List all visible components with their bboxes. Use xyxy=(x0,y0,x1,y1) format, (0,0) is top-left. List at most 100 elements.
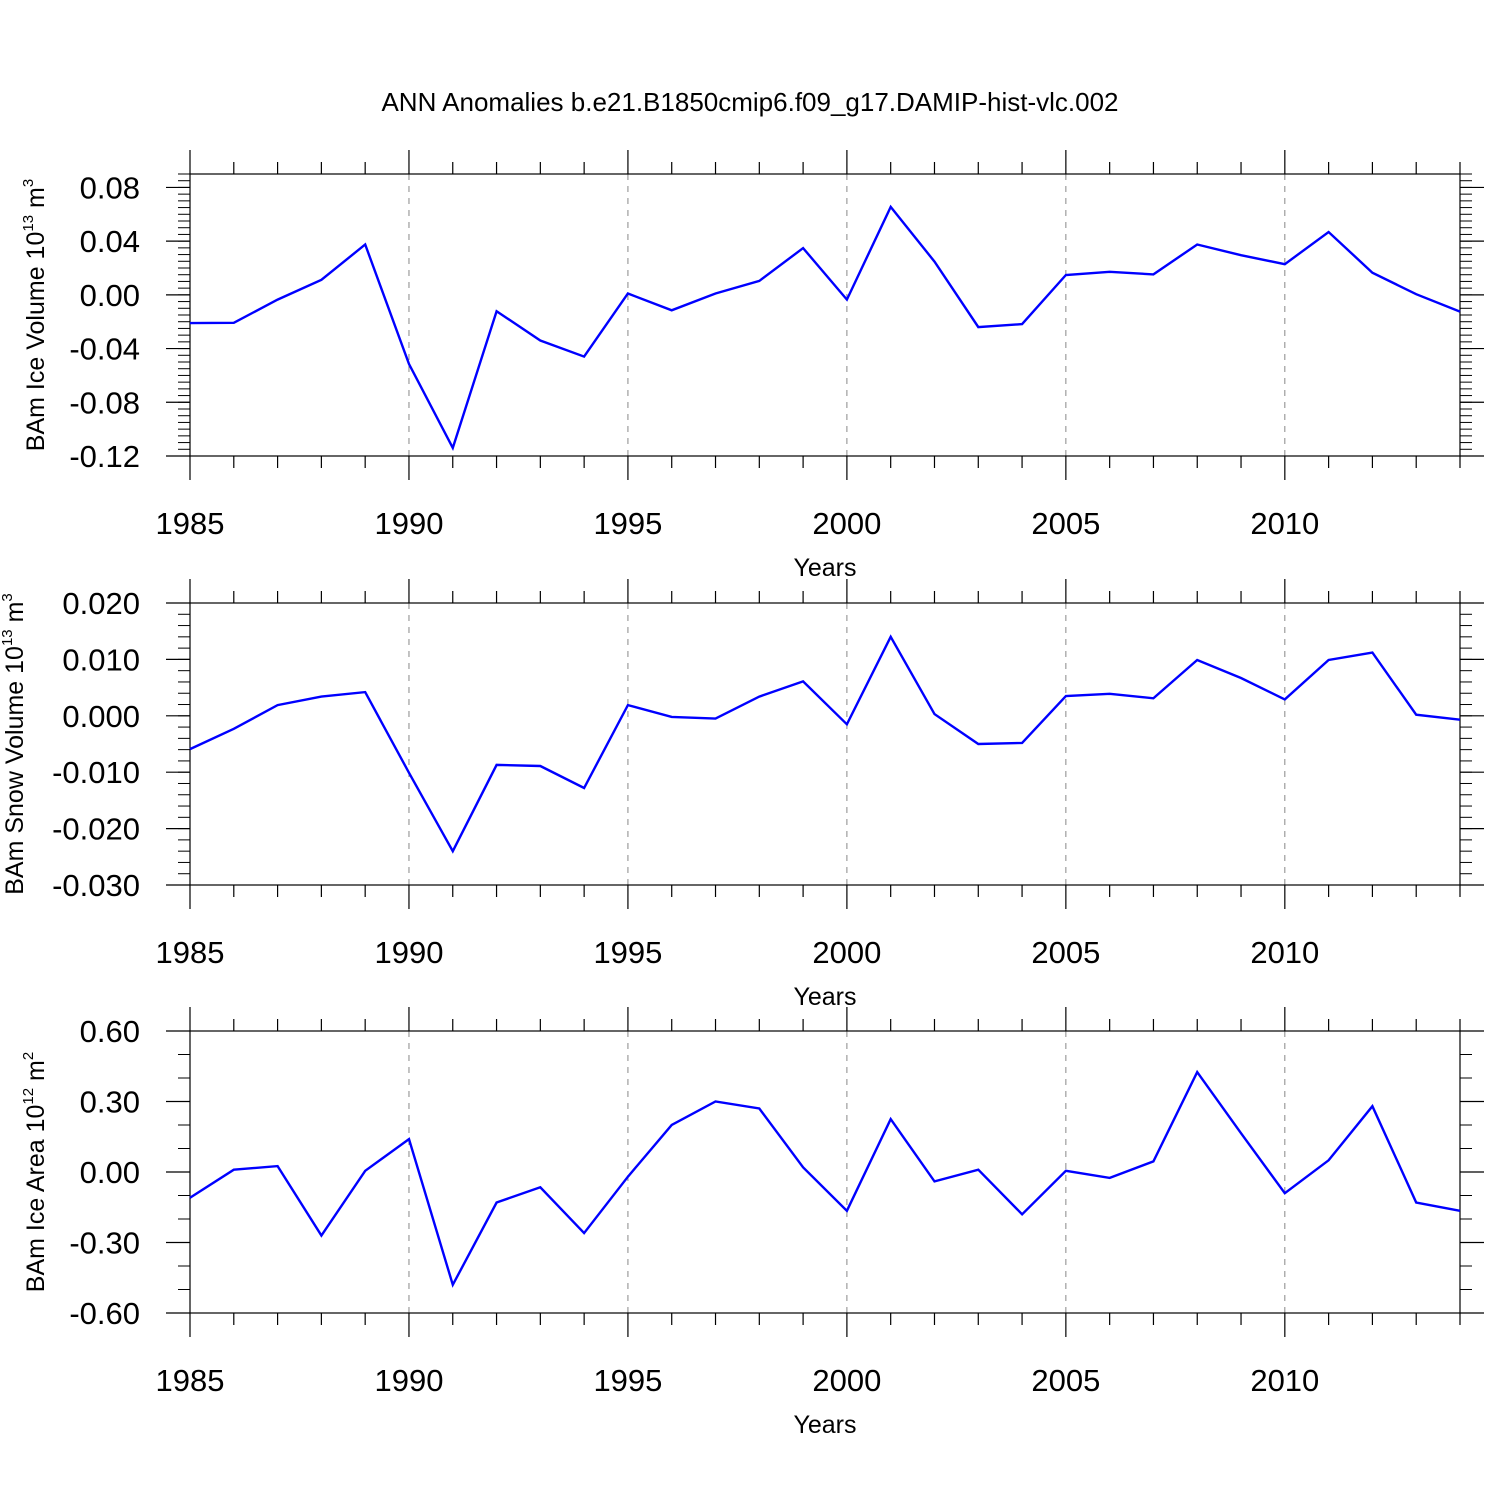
data-point xyxy=(1370,651,1374,655)
x-tick-label: 1995 xyxy=(593,1363,662,1398)
data-point xyxy=(801,1165,805,1169)
y-tick-label: -0.030 xyxy=(52,868,140,903)
data-point xyxy=(538,339,542,343)
data-point xyxy=(1020,741,1024,745)
data-point xyxy=(188,321,192,325)
x-tick-label: 2010 xyxy=(1250,935,1319,970)
data-point xyxy=(1195,243,1199,247)
data-point xyxy=(889,635,893,639)
data-point xyxy=(670,1123,674,1127)
data-point xyxy=(932,260,936,264)
x-tick-label: 1990 xyxy=(374,1363,443,1398)
data-point xyxy=(714,292,718,296)
data-point xyxy=(1064,1169,1068,1173)
data-point xyxy=(1020,322,1024,326)
data-point xyxy=(451,849,455,853)
data-point xyxy=(582,786,586,790)
data-point xyxy=(582,355,586,359)
data-point xyxy=(1414,292,1418,296)
data-point xyxy=(1327,1158,1331,1162)
y-tick-label: -0.04 xyxy=(69,332,140,367)
y-tick-label: 0.020 xyxy=(62,586,140,621)
figure-title: ANN Anomalies b.e21.B1850cmip6.f09_g17.D… xyxy=(381,87,1118,117)
plot-frame xyxy=(189,602,1461,886)
x-axis-title: Years xyxy=(793,554,856,582)
data-point xyxy=(188,1196,192,1200)
x-tick-label: 2010 xyxy=(1250,506,1319,541)
x-tick-label: 2000 xyxy=(812,506,881,541)
data-point xyxy=(1327,658,1331,662)
data-point xyxy=(1151,1159,1155,1163)
series-line xyxy=(189,1069,1461,1288)
data-point xyxy=(889,205,893,209)
y-tick-label: -0.60 xyxy=(69,1296,140,1331)
data-point xyxy=(1370,271,1374,275)
data-point xyxy=(801,246,805,250)
data-point xyxy=(1370,1104,1374,1108)
data-point xyxy=(495,763,499,767)
series-line xyxy=(189,634,1461,854)
data-point xyxy=(976,742,980,746)
data-point xyxy=(495,309,499,313)
x-tick-label: 2005 xyxy=(1031,1363,1100,1398)
y-tick-label: 0.60 xyxy=(80,1014,140,1049)
data-point xyxy=(626,1175,630,1179)
x-axis-title: Years xyxy=(793,983,856,1011)
data-point xyxy=(626,292,630,296)
y-tick-label: -0.30 xyxy=(69,1226,140,1261)
x-tick-label: 1990 xyxy=(374,935,443,970)
data-point xyxy=(1064,273,1068,277)
data-point xyxy=(363,690,367,694)
data-point xyxy=(1458,718,1462,722)
data-point xyxy=(538,764,542,768)
x-tick-label: 2010 xyxy=(1250,1363,1319,1398)
data-point xyxy=(757,695,761,699)
x-tick-label: 2005 xyxy=(1031,506,1100,541)
y-tick-label: 0.00 xyxy=(80,278,140,313)
x-tick-label: 1985 xyxy=(156,935,225,970)
x-tick-label: 2005 xyxy=(1031,935,1100,970)
data-point xyxy=(1458,1209,1462,1213)
data-point xyxy=(801,679,805,683)
plot-frame xyxy=(189,173,1461,457)
y-tick-label: 0.30 xyxy=(80,1085,140,1120)
data-point xyxy=(757,1107,761,1111)
data-point xyxy=(1108,1176,1112,1180)
y-axis-title: BAm Snow Volume 1013 m3 xyxy=(0,593,29,895)
x-tick-label: 1990 xyxy=(374,506,443,541)
data-point xyxy=(538,1185,542,1189)
data-point xyxy=(1195,658,1199,662)
data-point xyxy=(1239,1131,1243,1135)
y-axis-title: BAm Ice Area 1012 m2 xyxy=(20,1052,50,1292)
data-point xyxy=(1239,253,1243,257)
x-tick-label: 1985 xyxy=(156,506,225,541)
data-point xyxy=(714,1100,718,1104)
data-point xyxy=(363,1169,367,1173)
data-point xyxy=(976,1168,980,1172)
data-point xyxy=(1108,692,1112,696)
data-point xyxy=(626,703,630,707)
data-point xyxy=(757,279,761,283)
x-tick-label: 2000 xyxy=(812,935,881,970)
x-axis-title: Years xyxy=(793,1411,856,1439)
y-tick-label: -0.12 xyxy=(69,439,140,474)
data-point xyxy=(407,771,411,775)
data-point xyxy=(1151,272,1155,276)
data-point xyxy=(1283,1191,1287,1195)
y-axis-title: BAm Ice Volume 1013 m3 xyxy=(20,179,50,451)
y-tick-label: 0.010 xyxy=(62,642,140,677)
x-tick-label: 1995 xyxy=(593,935,662,970)
data-point xyxy=(932,1179,936,1183)
data-point xyxy=(1283,697,1287,701)
data-point xyxy=(1020,1212,1024,1216)
data-point xyxy=(495,1201,499,1205)
data-point xyxy=(276,298,280,302)
data-point xyxy=(670,715,674,719)
data-point xyxy=(363,243,367,247)
data-point xyxy=(276,703,280,707)
data-point xyxy=(976,325,980,329)
data-point xyxy=(1283,262,1287,266)
data-point xyxy=(845,1209,849,1213)
data-point xyxy=(232,1168,236,1172)
data-point xyxy=(1195,1070,1199,1074)
